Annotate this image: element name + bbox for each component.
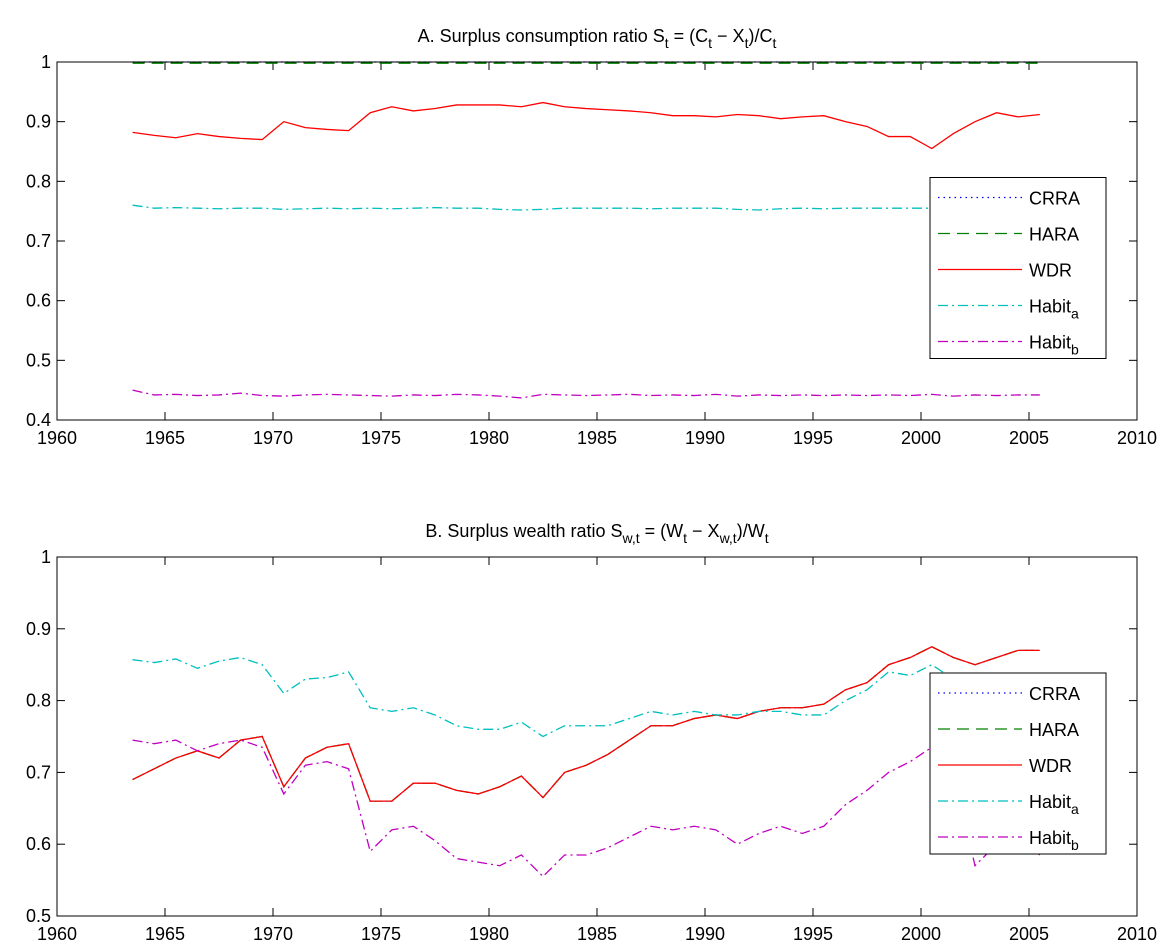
legend-label-part: HARA — [1029, 225, 1079, 245]
title-part: = (C — [669, 26, 709, 46]
x-tick-label: 2005 — [1009, 428, 1049, 448]
x-tick-label: 1960 — [37, 428, 77, 448]
y-tick-label: 0.7 — [26, 762, 51, 782]
title-part: − X — [712, 26, 745, 46]
title-part: t — [708, 35, 712, 51]
title-part: t — [665, 35, 669, 51]
series-line — [132, 204, 1040, 211]
legend-label-part: a — [1071, 801, 1079, 817]
x-tick-label: 2000 — [901, 428, 941, 448]
series-line — [132, 646, 1040, 802]
y-tick-label: 0.9 — [26, 619, 51, 639]
legend-label-part: Habit — [1029, 792, 1071, 812]
legend-label: Habita — [1029, 792, 1079, 817]
legend-label-part: HARA — [1029, 720, 1079, 740]
legend-label-part: WDR — [1029, 261, 1072, 281]
series-line — [132, 101, 1040, 150]
title-part: t — [683, 530, 687, 546]
x-tick-label: 1980 — [469, 924, 509, 944]
x-tick-label: 2005 — [1009, 924, 1049, 944]
legend-label: Habitb — [1029, 333, 1079, 358]
axes-box — [56, 61, 1138, 421]
chart-title: A. Surplus consumption ratio St = (Ct − … — [418, 26, 777, 51]
x-tick-label: 1965 — [145, 428, 185, 448]
x-tick-label: 2000 — [901, 924, 941, 944]
x-tick-label: 1985 — [577, 428, 617, 448]
title-part: = (W — [640, 521, 684, 541]
legend-label-part: b — [1071, 837, 1079, 853]
legend-label: WDR — [1029, 756, 1072, 776]
legend-label-part: WDR — [1029, 756, 1072, 776]
series-line — [132, 389, 1040, 399]
x-tick-label: 1970 — [253, 428, 293, 448]
x-tick-label: 1975 — [361, 428, 401, 448]
title-part: )/C — [748, 26, 772, 46]
legend-label-part: CRRA — [1029, 684, 1080, 704]
panel: B. Surplus wealth ratio Sw,t = (Wt − Xw,… — [26, 521, 1157, 944]
y-tick-label: 0.6 — [26, 291, 51, 311]
title-part: w,t — [622, 530, 640, 546]
title-part: t — [772, 35, 776, 51]
x-tick-label: 1960 — [37, 924, 77, 944]
x-tick-label: 1990 — [685, 924, 725, 944]
x-tick-label: 2010 — [1117, 924, 1157, 944]
y-tick-label: 0.4 — [26, 410, 51, 430]
y-tick-label: 0.6 — [26, 834, 51, 854]
x-tick-label: 1965 — [145, 924, 185, 944]
x-tick-label: 1995 — [793, 924, 833, 944]
legend-label: Habita — [1029, 297, 1079, 322]
y-tick-label: 0.5 — [26, 906, 51, 926]
legend-label: CRRA — [1029, 684, 1080, 704]
x-tick-label: 1985 — [577, 924, 617, 944]
legend-label: Habitb — [1029, 828, 1079, 853]
x-tick-label: 1970 — [253, 924, 293, 944]
y-tick-label: 1 — [41, 547, 51, 567]
legend-label-part: Habit — [1029, 333, 1071, 353]
series-line — [132, 739, 1041, 878]
legend-label-part: a — [1071, 306, 1079, 322]
chart-title: B. Surplus wealth ratio Sw,t = (Wt − Xw,… — [425, 521, 768, 546]
title-part: − X — [687, 521, 720, 541]
title-part: A. Surplus consumption ratio S — [418, 26, 665, 46]
y-tick-label: 0.8 — [26, 171, 51, 191]
legend-box — [929, 672, 1107, 855]
y-tick-label: 0.9 — [26, 112, 51, 132]
y-tick-label: 0.8 — [26, 691, 51, 711]
title-part: B. Surplus wealth ratio S — [425, 521, 622, 541]
y-tick-label: 1 — [41, 52, 51, 72]
x-tick-label: 1995 — [793, 428, 833, 448]
legend-label-part: Habit — [1029, 828, 1071, 848]
y-tick-label: 0.7 — [26, 231, 51, 251]
axes-box — [56, 556, 1138, 917]
y-tick-label: 0.5 — [26, 350, 51, 370]
legend-label: CRRA — [1029, 189, 1080, 209]
legend-label: HARA — [1029, 225, 1079, 245]
title-part: t — [765, 530, 769, 546]
legend-label-part: Habit — [1029, 297, 1071, 317]
title-part: t — [745, 35, 749, 51]
legend-label: WDR — [1029, 261, 1072, 281]
x-tick-label: 1980 — [469, 428, 509, 448]
panel: A. Surplus consumption ratio St = (Ct − … — [26, 26, 1157, 448]
legend-box — [929, 177, 1107, 359]
x-tick-label: 1990 — [685, 428, 725, 448]
title-part: )/W — [737, 521, 765, 541]
legend-label-part: CRRA — [1029, 189, 1080, 209]
title-part: w,t — [719, 530, 737, 546]
legend-label: HARA — [1029, 720, 1079, 740]
legend-label-part: b — [1071, 342, 1079, 358]
x-tick-label: 1975 — [361, 924, 401, 944]
x-tick-label: 2010 — [1117, 428, 1157, 448]
